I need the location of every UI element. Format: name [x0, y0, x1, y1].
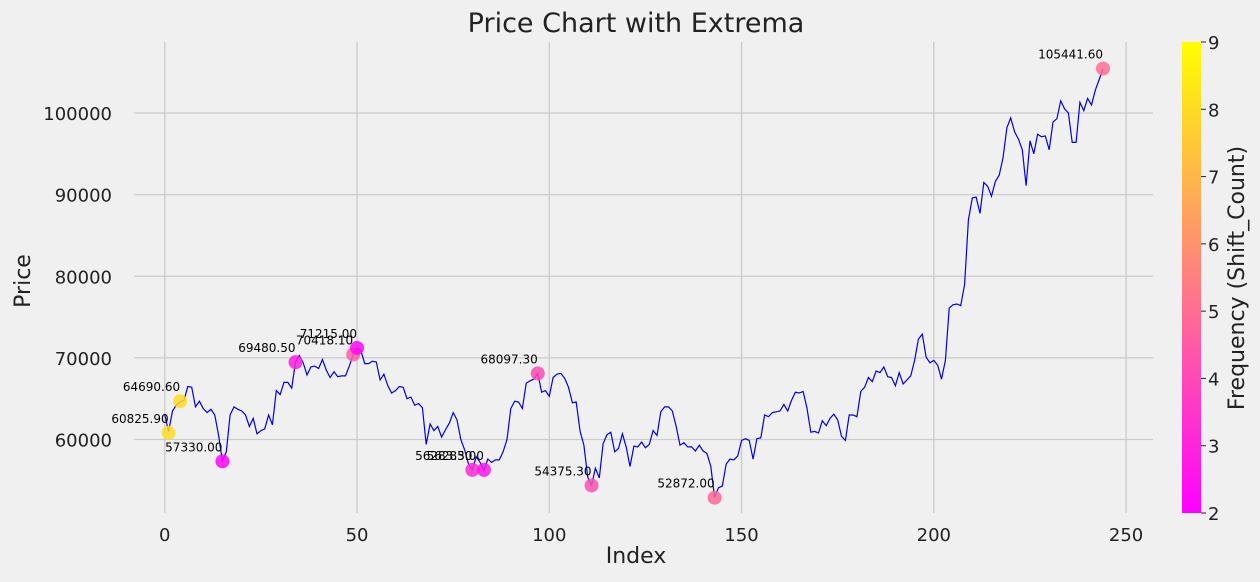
extremum-label: 105441.60: [1038, 48, 1103, 62]
colorbar-tick-label: 3: [1208, 437, 1219, 458]
colorbar-tick-label: 5: [1208, 302, 1219, 323]
x-tick-label: 200: [917, 525, 951, 546]
extremum-marker: [465, 462, 480, 477]
colorbar-tick-label: 7: [1208, 168, 1219, 189]
extremum-label: 54375.30: [534, 464, 591, 478]
colorbar-tick-label: 2: [1208, 504, 1219, 525]
extrema-labels: 60825.90 64690.60 57330.00 69480.5070418.10…: [111, 48, 1103, 491]
x-tick-label: 150: [724, 525, 758, 546]
extremum-marker: [707, 490, 722, 505]
y-tick-label: 80000: [55, 267, 112, 288]
price-series: [164, 68, 1104, 498]
colorbar-label: Frequency (Shift_Count): [1225, 146, 1250, 410]
colorbar-tick-label: 4: [1208, 369, 1219, 390]
extremum-label: 69480.50: [238, 341, 295, 355]
extremum-marker: [288, 355, 303, 370]
extremum-label: 64690.60: [123, 380, 180, 394]
colorbar-ticks: 2 3 4 5 6 7 8 9: [1201, 33, 1219, 525]
y-tick-label: 100000: [43, 104, 112, 125]
x-tick-label: 100: [532, 525, 566, 546]
colorbar-tick-label: 9: [1208, 33, 1219, 54]
colorbar: 2 3 4 5 6 7 8 9 Frequency (Shift_Count): [1182, 33, 1250, 525]
price-line: [164, 68, 1104, 498]
x-tick-label: 0: [159, 525, 170, 546]
extremum-label: 71215.00: [300, 327, 357, 341]
y-tick-label: 90000: [55, 186, 112, 207]
extremum-label: 70418.10: [296, 333, 353, 347]
extrema-markers: [161, 61, 1111, 505]
extremum-label: 56283.00: [427, 449, 484, 463]
y-tick-label: 70000: [55, 349, 112, 370]
chart-title: Price Chart with Extrema: [468, 8, 805, 39]
colorbar-tick-label: 6: [1208, 235, 1219, 256]
colorbar-tick-label: 8: [1208, 100, 1219, 121]
extremum-marker: [173, 394, 188, 409]
x-axis-label: Index: [606, 544, 667, 569]
x-tick-label: 50: [346, 525, 369, 546]
y-axis-label: Price: [11, 254, 36, 308]
extremum-marker: [476, 462, 491, 477]
extremum-marker: [350, 340, 365, 355]
extremum-label: 68097.30: [480, 352, 537, 366]
x-tick-label: 250: [1109, 525, 1143, 546]
y-tick-label: 60000: [55, 431, 112, 452]
extremum-marker: [530, 366, 545, 381]
grid: [134, 42, 1153, 513]
extremum-label: 60825.90: [111, 412, 168, 426]
axes: 0 50 100 150 200 250 60000 70000 80000 90000 10000…: [43, 104, 1143, 546]
extremum-label: 56283.50: [415, 449, 472, 463]
extremum-label: 52872.00: [657, 477, 714, 491]
extremum-marker: [1096, 61, 1111, 76]
extremum-marker: [161, 425, 176, 440]
extremum-marker: [215, 454, 230, 469]
extremum-marker: [584, 478, 599, 493]
colorbar-gradient: [1182, 42, 1201, 513]
extremum-label: 57330.00: [165, 440, 222, 454]
